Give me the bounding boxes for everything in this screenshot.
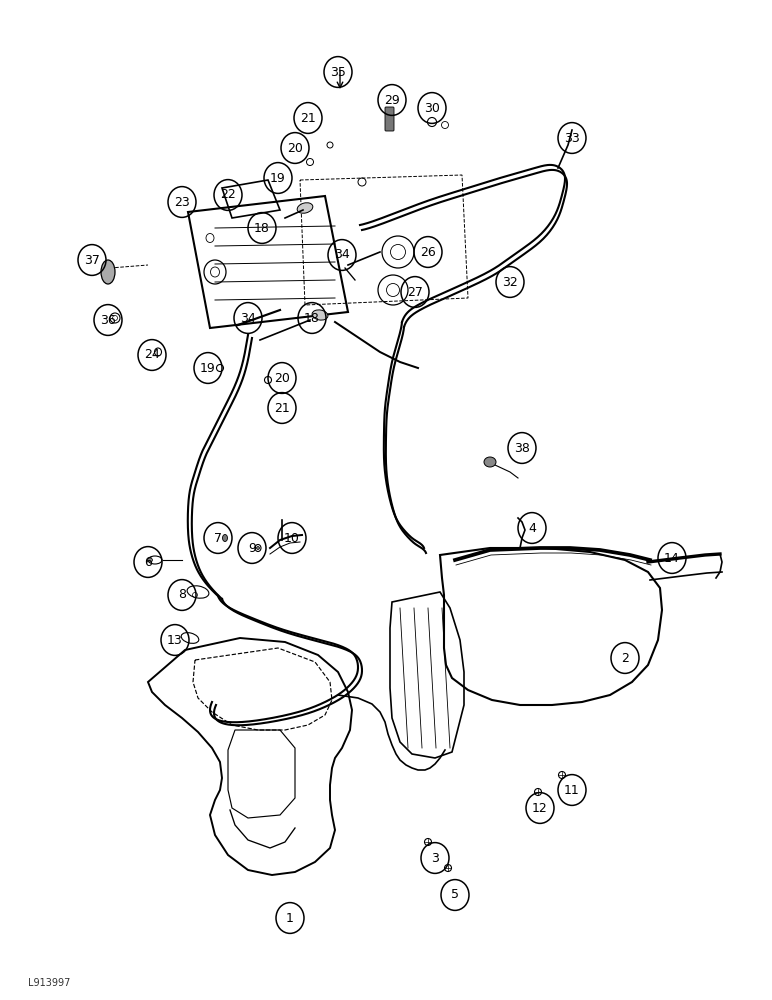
Text: 7: 7 xyxy=(214,532,222,544)
Text: 3: 3 xyxy=(431,852,439,864)
Text: 24: 24 xyxy=(144,349,160,361)
Text: 27: 27 xyxy=(407,286,423,298)
Text: 1: 1 xyxy=(286,912,294,924)
Text: 4: 4 xyxy=(528,522,536,534)
Text: 19: 19 xyxy=(200,361,216,374)
Text: 11: 11 xyxy=(564,784,580,796)
Text: 10: 10 xyxy=(284,532,300,544)
Text: 33: 33 xyxy=(564,131,580,144)
Text: 30: 30 xyxy=(424,102,440,114)
Text: L913997: L913997 xyxy=(28,978,70,988)
Ellipse shape xyxy=(147,558,153,562)
Text: 32: 32 xyxy=(502,275,518,288)
Ellipse shape xyxy=(222,534,228,542)
Ellipse shape xyxy=(312,310,328,320)
Text: 37: 37 xyxy=(84,253,100,266)
Text: 18: 18 xyxy=(254,222,270,234)
Text: 21: 21 xyxy=(274,401,290,414)
Text: 29: 29 xyxy=(384,94,400,106)
Text: 23: 23 xyxy=(174,196,190,209)
Text: 35: 35 xyxy=(330,66,346,79)
Text: 18: 18 xyxy=(304,312,320,324)
Text: 34: 34 xyxy=(334,248,350,261)
Text: 12: 12 xyxy=(532,802,548,814)
Text: 6: 6 xyxy=(144,556,152,568)
Text: 34: 34 xyxy=(240,312,256,324)
Text: 22: 22 xyxy=(220,188,236,202)
Ellipse shape xyxy=(101,260,115,284)
Text: 19: 19 xyxy=(270,172,286,184)
Text: 8: 8 xyxy=(178,588,186,601)
Text: 21: 21 xyxy=(300,111,316,124)
Text: 5: 5 xyxy=(451,888,459,902)
Ellipse shape xyxy=(256,546,259,550)
Text: 26: 26 xyxy=(420,245,436,258)
Text: 2: 2 xyxy=(621,652,629,664)
Text: 20: 20 xyxy=(287,141,303,154)
Text: 36: 36 xyxy=(100,314,116,326)
Text: 13: 13 xyxy=(167,634,183,647)
Text: 9: 9 xyxy=(248,542,256,554)
FancyBboxPatch shape xyxy=(385,107,394,131)
Ellipse shape xyxy=(484,457,496,467)
Ellipse shape xyxy=(297,203,313,213)
Text: 14: 14 xyxy=(664,552,680,564)
Text: 38: 38 xyxy=(514,442,530,454)
Text: 20: 20 xyxy=(274,371,290,384)
